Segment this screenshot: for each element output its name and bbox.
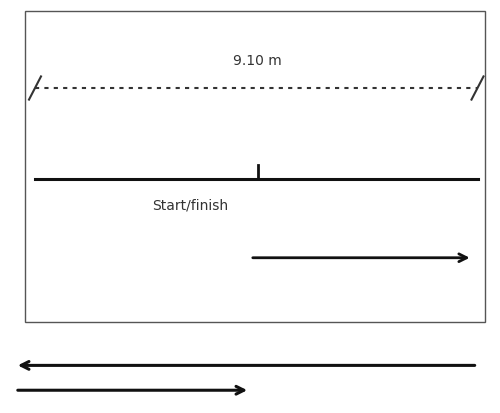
Bar <box>25 12 485 322</box>
Text: 9.10 m: 9.10 m <box>233 54 282 68</box>
Text: Start/finish: Start/finish <box>152 198 228 212</box>
